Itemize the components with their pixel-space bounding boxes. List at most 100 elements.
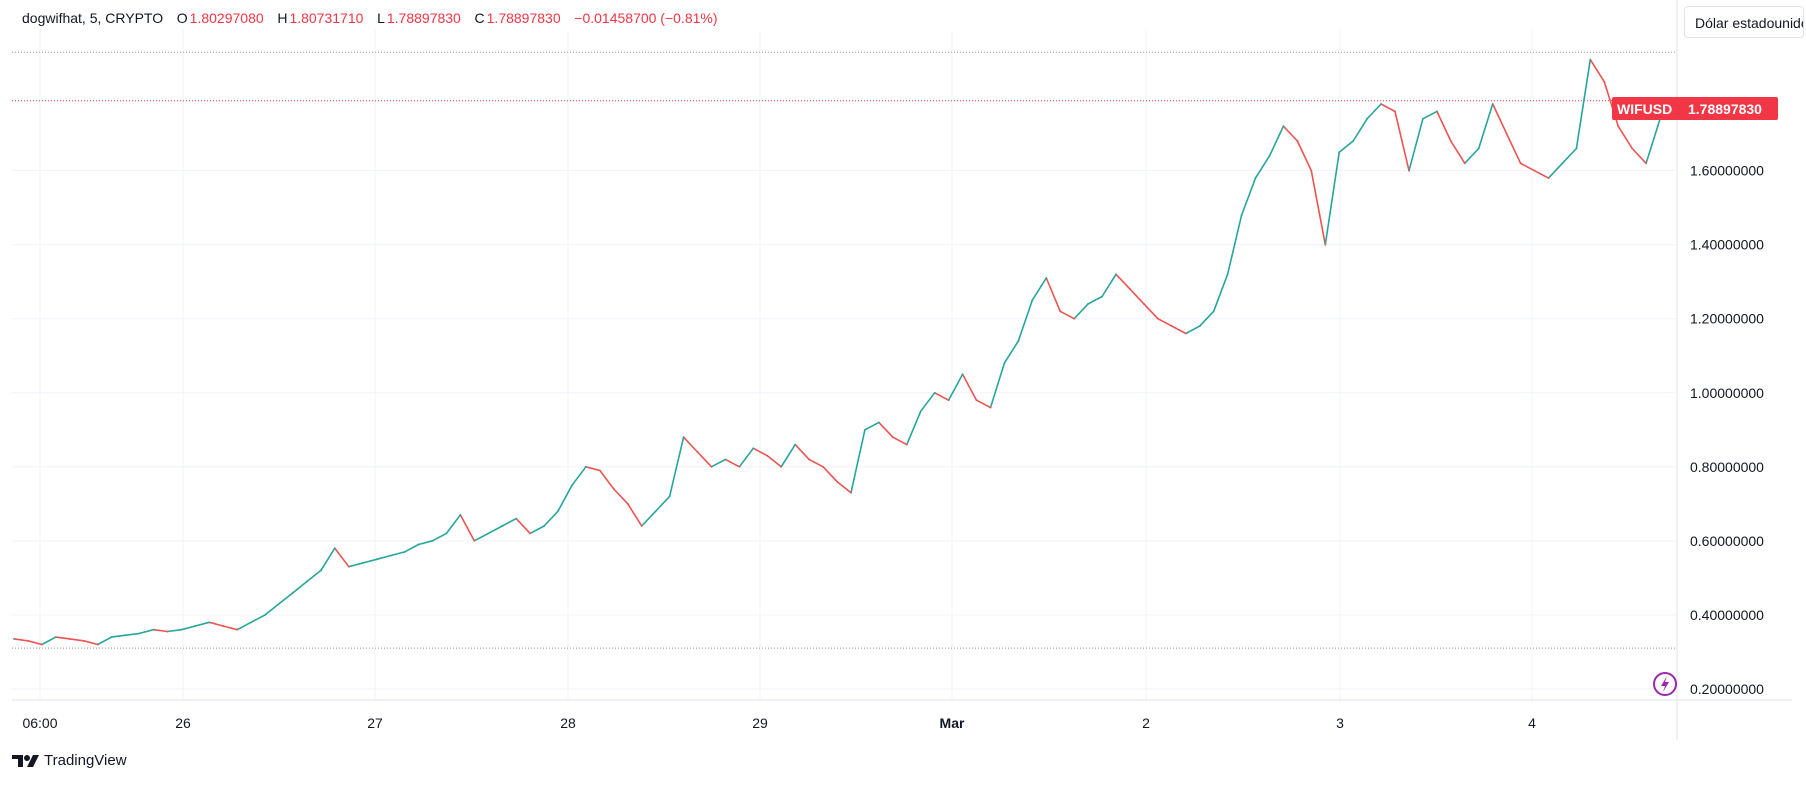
price-segment [1519,162,1536,172]
price-point [1296,140,1299,142]
price-point [1254,177,1257,180]
price-segment [1533,169,1550,179]
price-segment [1477,103,1494,150]
price-segment [1115,273,1131,290]
price-point [1017,340,1020,342]
price-point [1617,125,1620,128]
price-point [1143,303,1145,305]
price-segment [1045,277,1061,313]
price-point [752,447,755,450]
price-point [27,639,29,642]
price-point [836,480,838,483]
price-point [1073,317,1076,320]
price-segment [1505,132,1522,165]
price-point [1645,162,1647,165]
price-point [166,630,169,633]
price-point [794,443,797,446]
price-segment [222,625,238,631]
x-tick-label: 28 [560,715,576,731]
price-point [780,465,783,468]
price-point [501,525,504,527]
price-segment [878,421,894,439]
price-segment [975,399,992,409]
x-tick-label: Mar [940,715,965,731]
currency-button[interactable]: Dólar estadounidense [1684,6,1804,38]
price-point [1366,117,1368,120]
price-point [1310,169,1313,172]
price-segment [1185,325,1201,335]
price-segment [612,488,629,505]
price-segment [180,625,197,631]
price-point [1408,169,1410,172]
tradingview-branding[interactable]: TradingView [12,752,127,769]
x-tick-label: 4 [1528,715,1536,731]
symbol-label[interactable]: dogwifhat, 5, CRYPTO [22,10,164,26]
price-point [236,628,239,631]
price-segment [668,436,685,498]
lightning-icon[interactable] [1653,672,1677,696]
price-point [738,465,741,468]
time-axis[interactable]: 06:00 26 27 28 29 Mar 2 3 4 [22,715,1536,731]
price-point [529,532,531,535]
price-segment [152,628,169,633]
price-axis[interactable]: 0.20000000 0.40000000 0.60000000 0.80000000… [1690,163,1764,697]
price-segment [1296,140,1313,172]
price-point [1031,299,1034,302]
price-point [403,551,406,553]
price-point [1589,58,1592,61]
price-point [1463,162,1466,165]
price-segment [738,447,755,468]
price-segment [1101,273,1117,298]
price-point [347,565,350,568]
price-point [1519,162,1522,165]
price-segment [1575,58,1592,150]
price-point [152,628,155,631]
high-value: 1.80731710 [289,10,364,26]
reference-lines [12,51,1676,649]
price-segment [1422,110,1438,120]
price-segment [640,510,657,527]
price-point [194,625,197,627]
y-tick-label: 1.00000000 [1690,385,1764,401]
price-point [1240,214,1243,217]
price-segment [1282,125,1299,142]
price-segment [445,514,462,535]
price-point [41,643,43,646]
price-point [654,510,657,513]
price-point [808,458,810,461]
price-segment [710,458,727,468]
price-segment [682,436,699,453]
price-segment [1268,125,1285,157]
price-segment [347,562,364,568]
ohlc-legend: dogwifhat, 5, CRYPTO O 1.80297080 H 1.8073… [22,10,720,26]
price-point [1352,140,1355,142]
price-segment [1380,103,1396,113]
price-point [431,539,434,542]
price-segment [389,551,406,557]
price-segment [891,436,908,446]
price-point [1561,162,1564,165]
price-segment [138,628,155,635]
price-point [292,591,294,594]
price-chart[interactable]: 0.20000000 0.40000000 0.60000000 0.80000000… [0,0,1806,740]
price-segment [417,539,434,546]
x-tick-label: 3 [1336,715,1344,731]
price-point [599,469,601,472]
price-segment [1073,303,1089,320]
price-segment [1408,118,1424,172]
price-point [1422,117,1424,120]
price-point [1575,147,1578,150]
tradingview-logo-icon [12,754,39,767]
price-point [850,491,852,494]
x-tick-label: 27 [367,715,383,731]
price-point [933,391,936,394]
price-point [557,510,559,513]
price-point [1045,277,1048,279]
y-tick-label: 0.60000000 [1690,533,1764,549]
price-point [905,443,908,446]
price-segment [1547,162,1564,179]
price-point [1129,288,1131,290]
price-segment [766,454,783,468]
price-segment [1366,103,1382,120]
price-segment [1310,169,1327,246]
